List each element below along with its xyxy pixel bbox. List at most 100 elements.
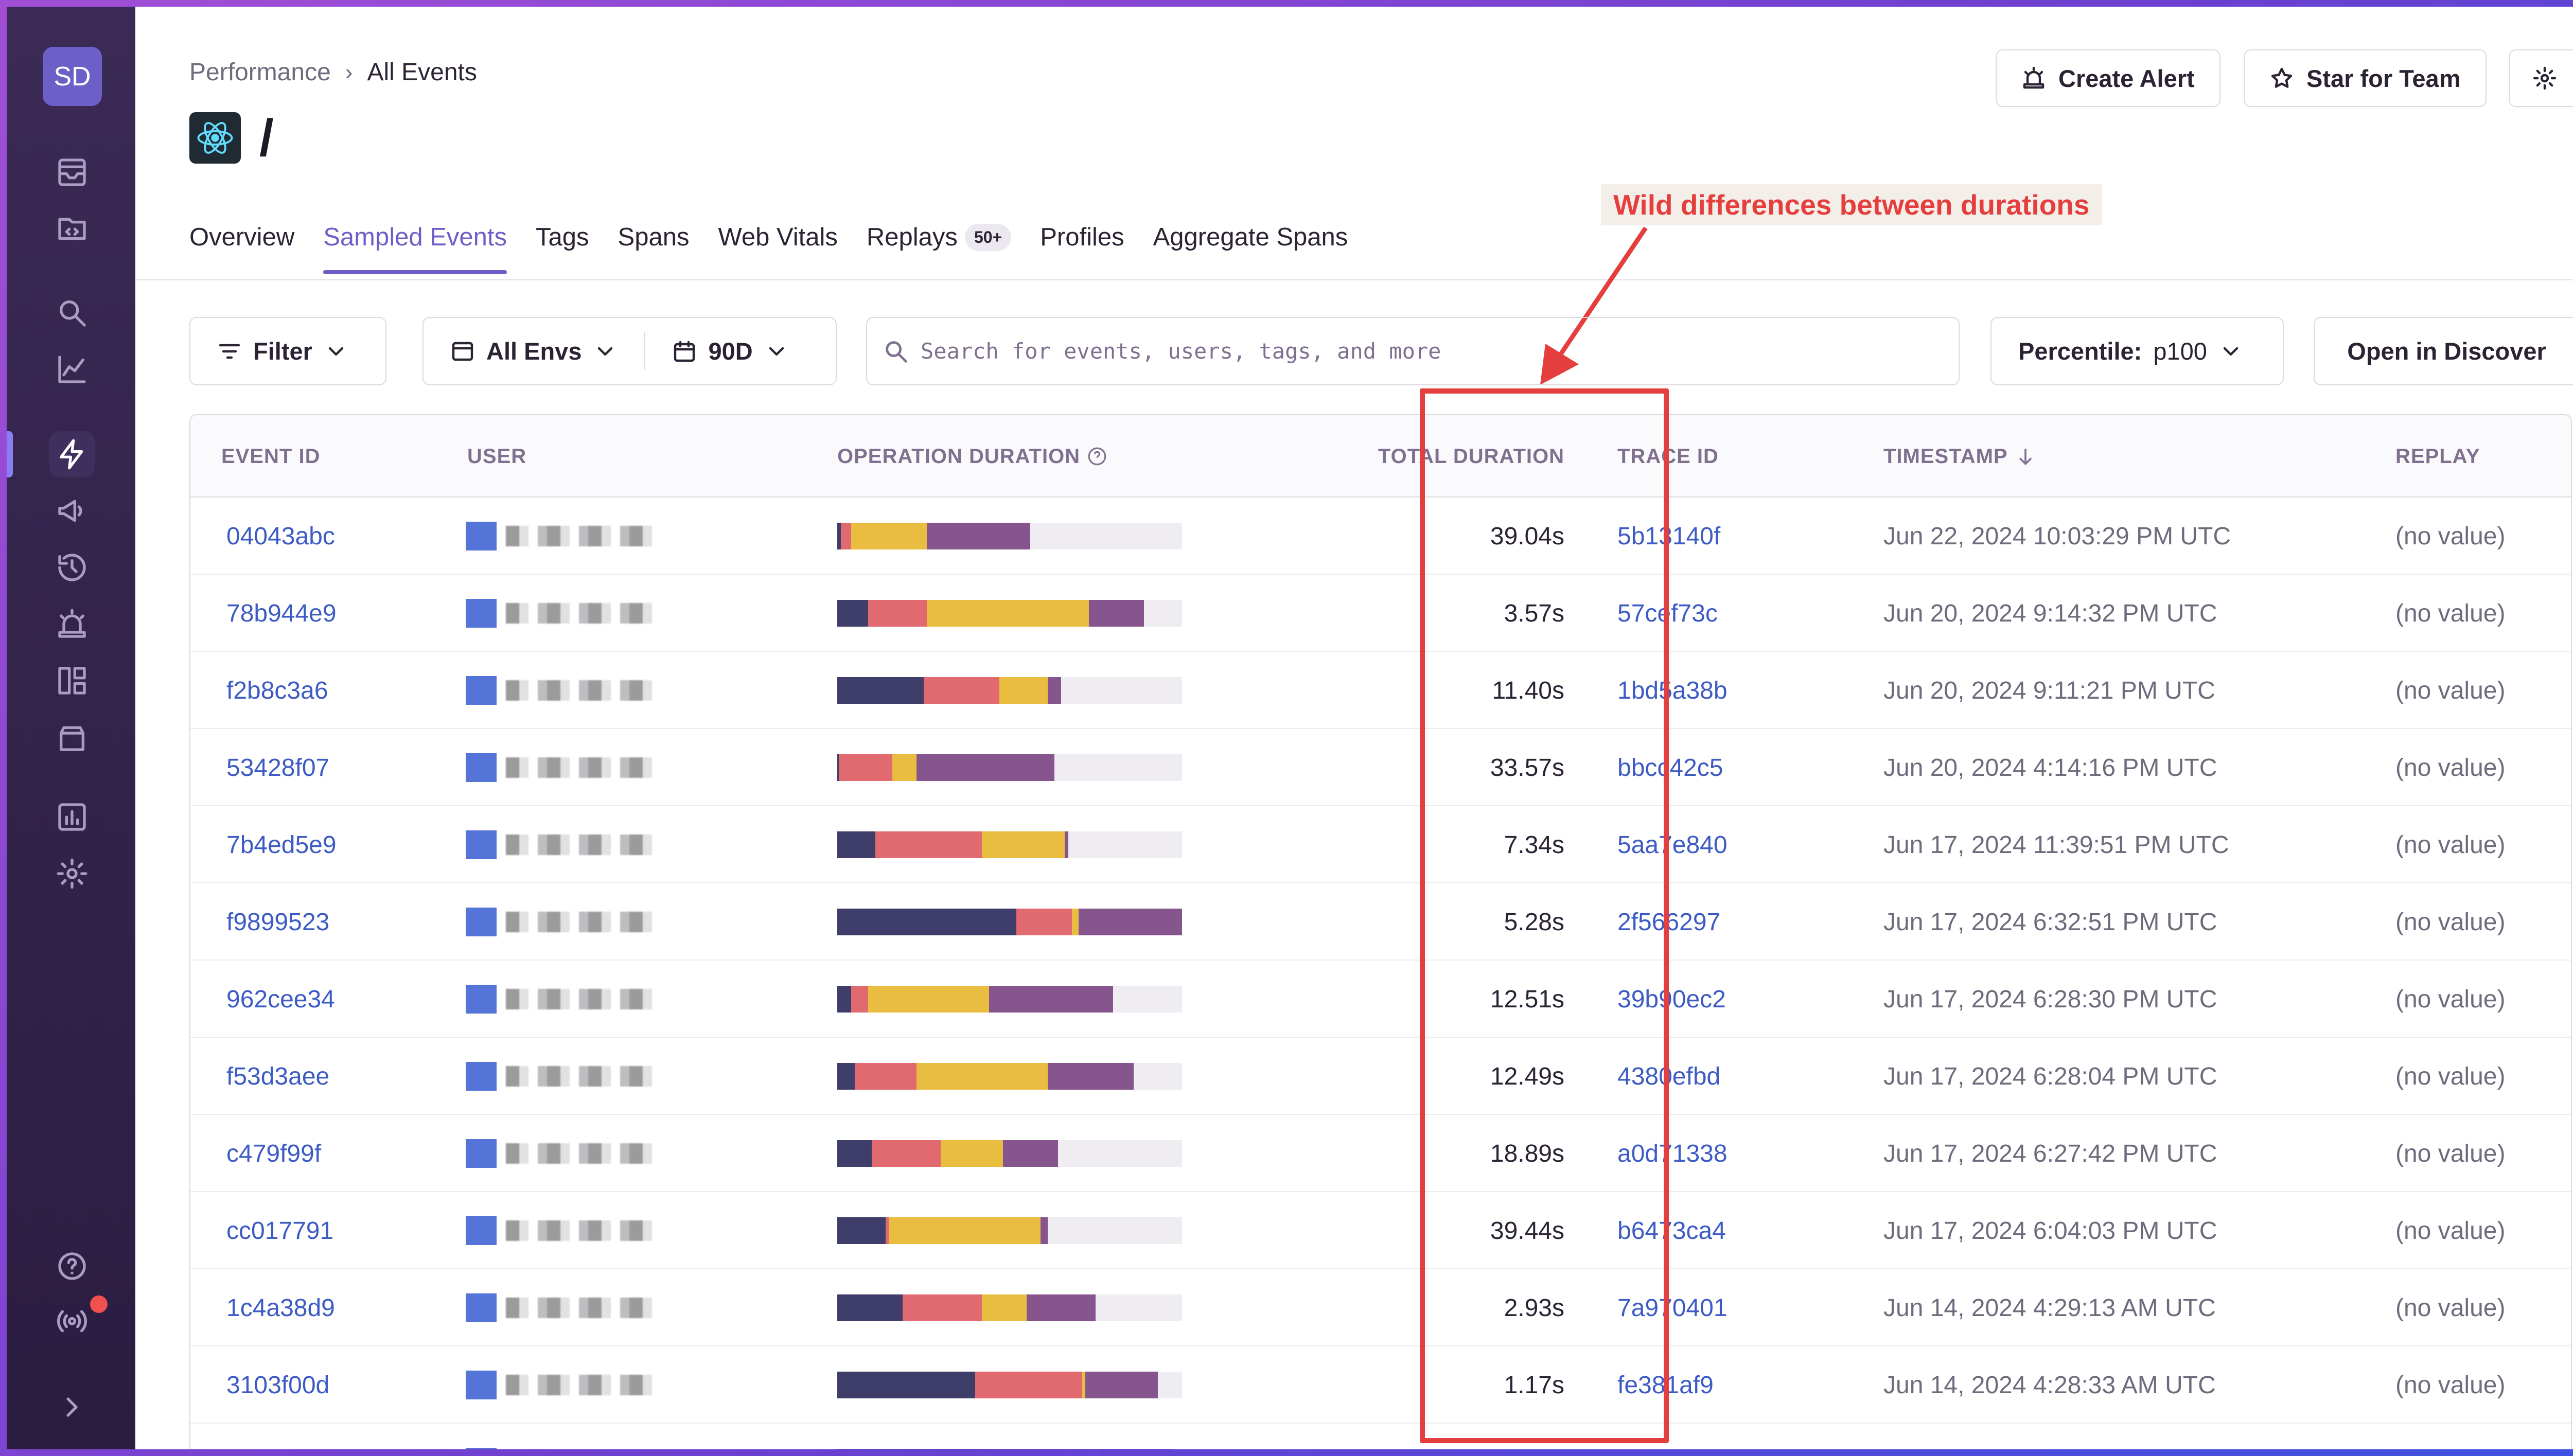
- trace-id-link[interactable]: 57cef73c: [1617, 599, 1718, 627]
- tab-web-vitals[interactable]: Web Vitals: [718, 223, 838, 251]
- tab-sampled-events[interactable]: Sampled Events: [323, 223, 507, 274]
- help-icon[interactable]: [49, 1243, 95, 1289]
- settings-button[interactable]: [2509, 49, 2573, 107]
- stats-icon[interactable]: [49, 794, 95, 840]
- percentile-value: p100: [2153, 338, 2207, 365]
- collapse-chevron-icon[interactable]: [49, 1384, 95, 1430]
- open-in-discover-button[interactable]: Open in Discover: [2314, 317, 2573, 385]
- operation-duration-bar[interactable]: [837, 600, 1182, 627]
- user-cell: [466, 729, 655, 806]
- issues-icon[interactable]: [49, 149, 95, 196]
- performance-icon[interactable]: [49, 431, 95, 477]
- operation-duration-bar[interactable]: [837, 1140, 1182, 1167]
- org-avatar[interactable]: SD: [43, 47, 102, 106]
- user-avatar: [466, 1371, 497, 1399]
- event-id-link[interactable]: 1c4a38d9: [226, 1294, 335, 1322]
- table-row[interactable]: [190, 1424, 2571, 1449]
- trace-id-link[interactable]: 1bd5a38b: [1617, 677, 1728, 704]
- col-operation-duration[interactable]: OPERATION DURATION: [837, 415, 1108, 498]
- event-id-link[interactable]: f2b8c3a6: [226, 677, 328, 704]
- trace-id-link[interactable]: fe381af9: [1617, 1371, 1714, 1399]
- operation-duration-bar[interactable]: [837, 523, 1182, 549]
- help-circle-icon[interactable]: [1086, 446, 1108, 467]
- projects-icon[interactable]: [49, 206, 95, 252]
- tab-replays[interactable]: Replays 50+: [867, 223, 1012, 274]
- table-row[interactable]: 7b4ed5e9 7.34s 5aa7e840 Jun 17, 2024 11:39:…: [190, 806, 2571, 883]
- operation-duration-bar[interactable]: [837, 1217, 1182, 1244]
- filter-button[interactable]: Filter: [189, 317, 386, 385]
- operation-duration-bar[interactable]: [837, 1294, 1182, 1321]
- event-id-link[interactable]: 78b944e9: [226, 599, 337, 627]
- breadcrumb-performance[interactable]: Performance: [189, 59, 331, 86]
- operation-duration-bar[interactable]: [837, 909, 1182, 935]
- env-dropdown[interactable]: All Envs: [424, 318, 644, 384]
- trace-id-link[interactable]: a0d71338: [1617, 1140, 1728, 1167]
- percentile-dropdown[interactable]: Percentile: p100: [1990, 317, 2284, 385]
- dashboards-icon[interactable]: [49, 658, 95, 704]
- table-row[interactable]: f53d3aee 12.49s 4380efbd Jun 17, 2024 6:28:…: [190, 1038, 2571, 1115]
- table-row[interactable]: f2b8c3a6 11.40s 1bd5a38b Jun 20, 2024 9:11:…: [190, 652, 2571, 729]
- tab-tags[interactable]: Tags: [536, 223, 589, 251]
- event-id-link[interactable]: 3103f00d: [226, 1371, 330, 1399]
- trace-id-link[interactable]: bbcc42c5: [1617, 754, 1723, 782]
- col-replay[interactable]: REPLAY: [2395, 445, 2480, 468]
- history-icon[interactable]: [49, 544, 95, 591]
- trace-id-link[interactable]: 7a970401: [1617, 1294, 1728, 1322]
- event-id-link[interactable]: cc017791: [226, 1217, 334, 1245]
- trace-id-link[interactable]: 5b13140f: [1617, 522, 1721, 550]
- tab-profiles[interactable]: Profiles: [1040, 223, 1124, 251]
- col-event-id[interactable]: EVENT ID: [221, 445, 321, 468]
- col-user[interactable]: USER: [467, 445, 527, 468]
- operation-duration-bar[interactable]: [837, 831, 1182, 858]
- col-trace-id[interactable]: TRACE ID: [1617, 445, 1719, 468]
- table-row[interactable]: 78b944e9 3.57s 57cef73c Jun 20, 2024 9:14:3…: [190, 575, 2571, 652]
- tab-overview[interactable]: Overview: [189, 223, 295, 251]
- search-icon[interactable]: [49, 290, 95, 336]
- trace-id-link[interactable]: 39b90ec2: [1617, 985, 1726, 1013]
- col-timestamp[interactable]: TIMESTAMP: [1883, 415, 2037, 498]
- timestamp: Jun 14, 2024 4:28:33 AM UTC: [1883, 1371, 2216, 1399]
- operation-duration-bar[interactable]: [837, 986, 1182, 1013]
- bar-segment: [923, 677, 999, 704]
- create-alert-button[interactable]: Create Alert: [1996, 49, 2220, 107]
- sidebar: SD: [7, 7, 135, 1449]
- table-row[interactable]: 04043abc 39.04s 5b13140f Jun 22, 2024 10:03…: [190, 498, 2571, 575]
- trace-id-link[interactable]: b6473ca4: [1617, 1217, 1726, 1245]
- table-row[interactable]: 53428f07 33.57s bbcc42c5 Jun 20, 2024 4:14:…: [190, 729, 2571, 806]
- event-id-link[interactable]: 7b4ed5e9: [226, 831, 337, 859]
- trace-id-link[interactable]: 2f566297: [1617, 908, 1721, 936]
- event-id-link[interactable]: 53428f07: [226, 754, 330, 782]
- table-row[interactable]: cc017791 39.44s b6473ca4 Jun 17, 2024 6:04:…: [190, 1192, 2571, 1269]
- period-dropdown[interactable]: 90D: [645, 318, 815, 384]
- operation-duration-bar[interactable]: [837, 1063, 1182, 1090]
- table-row[interactable]: 1c4a38d9 2.93s 7a970401 Jun 14, 2024 4:29:1…: [190, 1269, 2571, 1346]
- star-for-team-button[interactable]: Star for Team: [2244, 49, 2487, 107]
- table-row[interactable]: 962cee34 12.51s 39b90ec2 Jun 17, 2024 6:28:…: [190, 961, 2571, 1038]
- search-input[interactable]: [921, 339, 1924, 364]
- event-id-link[interactable]: f9899523: [226, 908, 330, 936]
- table-row[interactable]: 3103f00d 1.17s fe381af9 Jun 14, 2024 4:28:3…: [190, 1346, 2571, 1424]
- event-id-link[interactable]: c479f99f: [226, 1140, 322, 1167]
- table-row[interactable]: c479f99f 18.89s a0d71338 Jun 17, 2024 6:27:…: [190, 1115, 2571, 1192]
- operation-duration-bar[interactable]: [837, 754, 1182, 781]
- bar-segment: [868, 600, 927, 627]
- col-total-duration[interactable]: TOTAL DURATION: [1378, 445, 1564, 468]
- trace-id-link[interactable]: 5aa7e840: [1617, 831, 1728, 859]
- settings-icon[interactable]: [49, 850, 95, 897]
- releases-megaphone-icon[interactable]: [49, 488, 95, 534]
- bar-segment: [837, 909, 1017, 935]
- search-bar[interactable]: [866, 317, 1960, 385]
- tab-spans[interactable]: Spans: [618, 223, 690, 251]
- trace-id-link[interactable]: 4380efbd: [1617, 1062, 1721, 1090]
- dashboards-chart-icon[interactable]: [49, 346, 95, 393]
- event-id-link[interactable]: 04043abc: [226, 522, 335, 550]
- broadcasts-icon[interactable]: [49, 1298, 95, 1344]
- archive-icon[interactable]: [49, 714, 95, 760]
- event-id-link[interactable]: 962cee34: [226, 985, 335, 1013]
- operation-duration-bar[interactable]: [837, 1372, 1182, 1398]
- event-id-link[interactable]: f53d3aee: [226, 1062, 330, 1090]
- table-row[interactable]: f9899523 5.28s 2f566297 Jun 17, 2024 6:32:5…: [190, 883, 2571, 961]
- alerts-siren-icon[interactable]: [49, 601, 95, 647]
- operation-duration-bar[interactable]: [837, 677, 1182, 704]
- tab-aggregate-spans[interactable]: Aggregate Spans: [1153, 223, 1348, 251]
